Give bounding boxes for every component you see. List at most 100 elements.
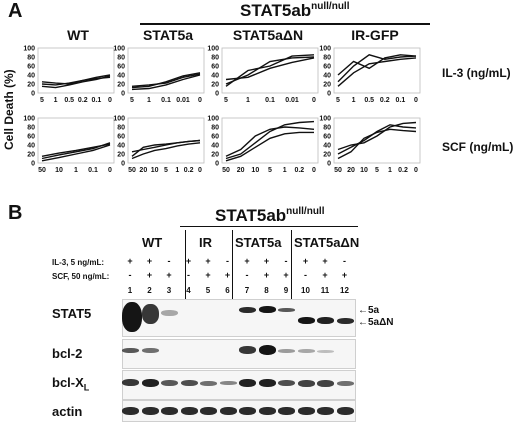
x-tick-label: 10	[55, 167, 63, 174]
x-tick-label: 10	[151, 167, 159, 174]
actin-band-lane-5	[200, 407, 217, 415]
il3-sign-4: +	[185, 256, 192, 266]
il3-sign-12: -	[343, 256, 346, 266]
y-tick-label: 0	[215, 91, 219, 98]
bclx-band-lane-2	[141, 379, 159, 387]
y-tick-label: 40	[27, 73, 35, 80]
actin-band-lane-1	[122, 407, 139, 415]
series-line	[337, 54, 417, 83]
x-tick-label: 0.1	[161, 97, 171, 104]
x-tick-label: 0.01	[285, 97, 299, 104]
bclx-band-lane-7	[239, 379, 256, 387]
y-tick-label: 80	[117, 125, 125, 132]
stat5-band-lane-2	[141, 304, 159, 324]
panel-b-group-title-main: STAT5ab	[215, 206, 287, 225]
y-tick-label: 40	[211, 143, 219, 150]
panel-a-group-title-sup: null/null	[311, 1, 350, 12]
series-line	[225, 120, 315, 160]
lane-number-3: 3	[166, 286, 172, 295]
y-tick-label: 20	[27, 152, 35, 159]
blot-label-bcl2: bcl-2	[52, 346, 83, 361]
bclx-band-lane-10	[297, 380, 315, 387]
lane-number-6: 6	[225, 286, 230, 295]
series-line	[131, 142, 201, 160]
y-tick-label: 20	[27, 82, 35, 89]
panel-a-group-title-main: STAT5ab	[240, 1, 312, 20]
stat5-band-lane-3	[161, 310, 178, 316]
x-tick-label: 5	[375, 167, 379, 174]
x-tick-label: 0	[414, 167, 418, 174]
actin-band-lane-8	[258, 407, 276, 415]
bclx-band-lane-5	[200, 381, 217, 386]
y-tick-label: 0	[31, 161, 35, 168]
y-tick-label: 20	[323, 152, 331, 159]
x-tick-label: 0.5	[364, 97, 374, 104]
x-tick-label: 0	[198, 97, 202, 104]
il3-sign-2: +	[146, 256, 153, 266]
scf-sign-1: -	[128, 270, 132, 280]
stat5-band-lane-12	[336, 318, 354, 324]
y-tick-label: 40	[27, 143, 35, 150]
bclx-sub: L	[83, 382, 90, 393]
panel-b-letter: B	[8, 202, 23, 224]
y-tick-label: 20	[211, 152, 219, 159]
x-tick-label: 1	[246, 97, 250, 104]
x-tick-label: 5	[130, 97, 134, 104]
y-tick-label: 20	[117, 152, 125, 159]
y-tick-label: 40	[117, 143, 125, 150]
scf-sign-4: -	[187, 270, 190, 280]
x-tick-label: 0	[108, 97, 112, 104]
bcl2-band-lane-11	[317, 350, 334, 353]
lane-number-11: 11	[320, 286, 330, 295]
bclx-band-lane-11	[317, 380, 334, 387]
y-tick-label: 60	[27, 134, 35, 141]
x-tick-label: 5	[224, 97, 228, 104]
col-header-stat5a: STAT5a	[142, 27, 194, 43]
scf-sign-9: +	[283, 270, 289, 280]
x-tick-label: 5	[40, 97, 44, 104]
series-line	[337, 124, 417, 155]
bcl2-band-lane-9	[278, 349, 295, 353]
y-tick-label: 60	[27, 64, 35, 71]
y-tick-label: 80	[211, 125, 219, 132]
panel-a-group-title: STAT5abnull/null	[240, 1, 349, 21]
y-tick-label: 100	[319, 46, 331, 53]
y-tick-label: 0	[327, 161, 331, 168]
actin-band-lane-7	[239, 407, 256, 415]
group-wt: WT	[142, 235, 163, 250]
y-tick-label: 40	[323, 73, 331, 80]
y-tick-label: 60	[211, 134, 219, 141]
x-tick-label: 1	[283, 167, 287, 174]
scf-sign-7: -	[245, 270, 249, 280]
bclx-band-lane-1	[122, 379, 139, 386]
x-tick-label: 1	[352, 97, 356, 104]
y-tick-label: 80	[323, 125, 331, 132]
y-tick-label: 80	[27, 55, 35, 62]
bcl2-band-lane-10	[297, 349, 315, 353]
il3-sign-11: +	[322, 256, 328, 266]
x-tick-label: 0	[312, 167, 316, 174]
treat-label-scf: SCF, 50 ng/mL:	[52, 272, 110, 281]
series-line	[131, 74, 201, 91]
blot-actin	[122, 400, 356, 422]
actin-band-lane-3	[161, 407, 178, 415]
x-tick-label: 0.2	[78, 97, 88, 104]
x-tick-label: 5	[268, 167, 272, 174]
lane-number-7: 7	[244, 286, 250, 295]
x-tick-label: 0.1	[396, 97, 406, 104]
panel-b-group-title-sup: null/null	[286, 206, 325, 217]
series-line	[131, 72, 201, 89]
x-tick-label: 0.5	[64, 97, 74, 104]
scf-sign-2: +	[146, 270, 153, 280]
panel-a-letter: A	[8, 0, 23, 22]
col-header-wt: WT	[67, 27, 89, 43]
scf-sign-10: -	[304, 270, 307, 280]
bclx-band-lane-12	[336, 381, 354, 386]
treat-label-il3: IL-3, 5 ng/mL:	[52, 258, 104, 267]
y-tick-label: 20	[117, 82, 125, 89]
divider-2	[232, 230, 233, 310]
il3-sign-1: +	[127, 256, 133, 266]
series-line	[225, 131, 314, 162]
group-ir: IR	[199, 235, 212, 250]
arrow-5a: ←5a	[358, 305, 380, 316]
